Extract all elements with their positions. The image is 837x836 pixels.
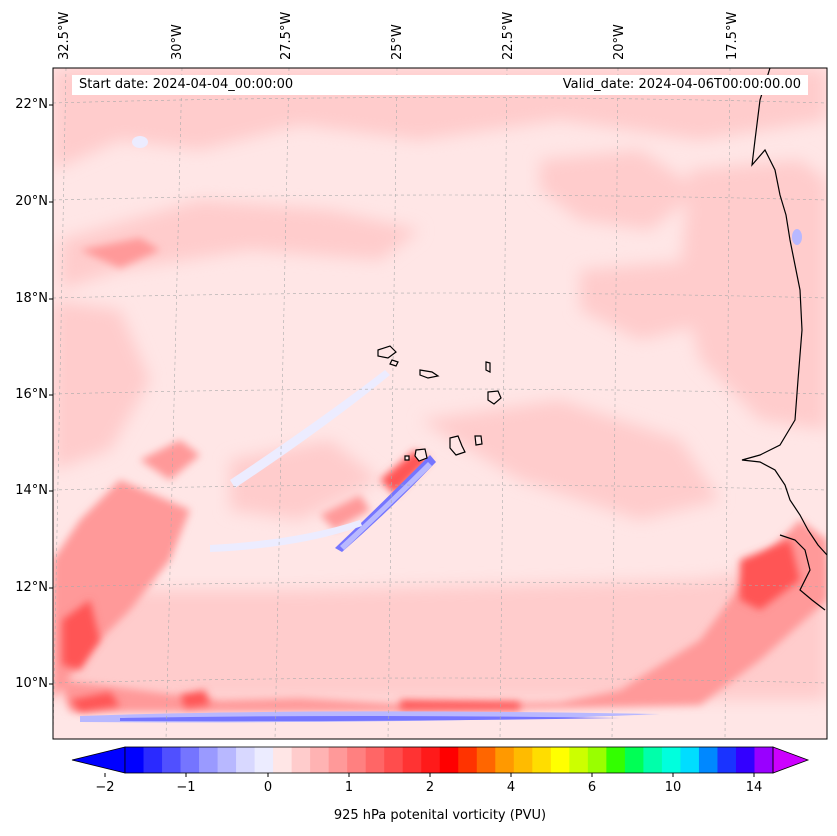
colorbar-segment bbox=[513, 747, 533, 773]
colorbar-segment bbox=[328, 747, 348, 773]
colorbar-tick-label: −1 bbox=[176, 780, 196, 795]
colorbar-tick-label: 6 bbox=[587, 780, 597, 795]
colorbar-segment bbox=[680, 747, 700, 773]
colorbar-segment bbox=[125, 747, 145, 773]
colorbar-segment bbox=[254, 747, 274, 773]
colorbar-segment bbox=[643, 747, 663, 773]
colorbar-tick-label: 1 bbox=[344, 780, 354, 795]
pv-field-light-patches bbox=[53, 68, 827, 700]
colorbar-segment bbox=[217, 747, 237, 773]
colorbar-segment bbox=[698, 747, 718, 773]
colorbar-segment bbox=[587, 747, 607, 773]
colorbar-tick-label: 0 bbox=[263, 780, 273, 795]
colorbar-segment bbox=[458, 747, 478, 773]
lat-label-22n: 22°N bbox=[15, 97, 48, 112]
pv-field-strong-patches bbox=[62, 450, 800, 712]
coastline bbox=[741, 68, 827, 611]
colorbar-segment bbox=[365, 747, 385, 773]
colorbar-segment bbox=[754, 747, 774, 773]
colorbar bbox=[71, 746, 810, 777]
lon-label-25w: 25°W bbox=[390, 24, 405, 60]
colorbar-segment bbox=[476, 747, 496, 773]
pv-field-negative-streaks bbox=[80, 136, 802, 723]
colorbar-segment bbox=[384, 747, 404, 773]
colorbar-tick-label: 2 bbox=[425, 780, 435, 795]
colorbar-segment bbox=[735, 747, 755, 773]
colorbar-segment bbox=[143, 747, 163, 773]
colorbar-segment bbox=[310, 747, 330, 773]
lat-ticks bbox=[49, 104, 53, 685]
colorbar-segments bbox=[125, 747, 774, 773]
colorbar-segment bbox=[439, 747, 459, 773]
colorbar-ticks bbox=[104, 773, 755, 777]
colorbar-min-extend bbox=[71, 746, 126, 774]
cape-verde-islands bbox=[377, 345, 502, 462]
lat-label-14n: 14°N bbox=[15, 483, 48, 498]
start-date: Start date: 2024-04-04_00:00:00 bbox=[79, 77, 294, 92]
colorbar-segment bbox=[624, 747, 644, 773]
colorbar-segment bbox=[550, 747, 570, 773]
map-panel bbox=[53, 68, 827, 739]
colorbar-tick-label: 14 bbox=[745, 780, 763, 795]
colorbar-segment bbox=[402, 747, 422, 773]
lat-label-16n: 16°N bbox=[15, 387, 48, 402]
lat-label-12n: 12°N bbox=[15, 580, 48, 595]
colorbar-segment bbox=[180, 747, 200, 773]
valid-date: Valid_date: 2024-04-06T00:00:00.00 bbox=[562, 77, 801, 92]
colorbar-segment bbox=[717, 747, 737, 773]
colorbar-tick-label: 10 bbox=[664, 780, 682, 795]
colorbar-segment bbox=[569, 747, 589, 773]
colorbar-segment bbox=[532, 747, 552, 773]
lon-label-20w: 20°W bbox=[612, 24, 627, 60]
colorbar-segment bbox=[495, 747, 515, 773]
graticule bbox=[53, 68, 827, 739]
lat-label-18n: 18°N bbox=[15, 291, 48, 306]
colorbar-tick-label: 4 bbox=[506, 780, 516, 795]
colorbar-title: 925 hPa potenital vorticity (PVU) bbox=[333, 808, 547, 823]
lon-label-30w: 30°W bbox=[170, 24, 185, 60]
map-frame bbox=[52, 67, 828, 740]
colorbar-frame bbox=[124, 746, 774, 774]
colorbar-segment bbox=[199, 747, 219, 773]
colorbar-segment bbox=[661, 747, 681, 773]
colorbar-segment bbox=[421, 747, 441, 773]
lat-label-20n: 20°N bbox=[15, 194, 48, 209]
lon-label-27-5w: 27.5°W bbox=[279, 11, 294, 60]
colorbar-segment bbox=[273, 747, 293, 773]
lon-label-17-5w: 17.5°W bbox=[725, 11, 740, 60]
colorbar-segment bbox=[162, 747, 182, 773]
colorbar-max-extend bbox=[772, 746, 810, 774]
lon-label-22-5w: 22.5°W bbox=[501, 11, 516, 60]
date-banner: Start date: 2024-04-04_00:00:00 Valid_da… bbox=[72, 75, 808, 95]
colorbar-segment bbox=[236, 747, 256, 773]
colorbar-tick-label: −2 bbox=[95, 780, 115, 795]
colorbar-segment bbox=[347, 747, 367, 773]
lon-label-32-5w: 32.5°W bbox=[57, 11, 72, 60]
colorbar-segment bbox=[606, 747, 626, 773]
lat-label-10n: 10°N bbox=[15, 676, 48, 691]
colorbar-segment bbox=[291, 747, 311, 773]
